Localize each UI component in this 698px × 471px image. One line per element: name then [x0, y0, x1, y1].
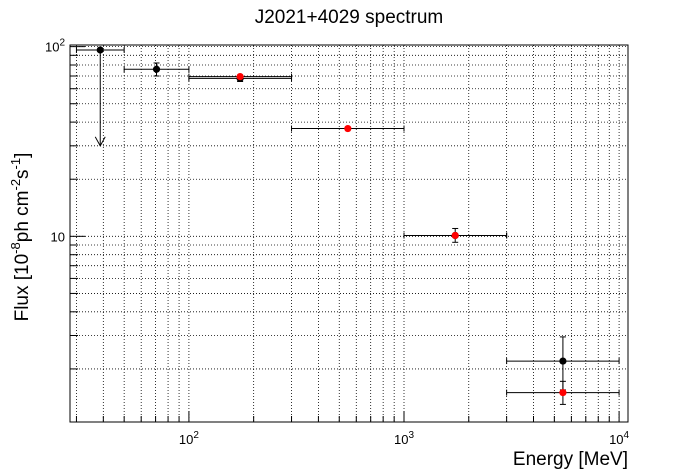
upper-limit-arrow-head — [94, 136, 106, 147]
y-tick-label-base: 10 — [45, 40, 59, 55]
x-tick-label-base: 10 — [609, 432, 623, 447]
data-point — [559, 357, 567, 365]
data-point — [451, 231, 459, 240]
y-tick-label: 102 — [45, 38, 65, 55]
y-tick-label-exp: 2 — [59, 38, 65, 49]
x-axis-title: Energy [MeV] — [513, 449, 628, 470]
x-tick-label-exp: 2 — [193, 430, 199, 441]
x-tick-label-exp: 4 — [624, 430, 630, 441]
y-axis-title-part: s — [12, 169, 33, 179]
x-tick-label-exp: 3 — [408, 430, 414, 441]
x-axis-ticks — [75, 411, 620, 422]
x-tick-label: 102 — [179, 430, 199, 447]
y-axis-title-part: ph cm — [12, 191, 33, 243]
y-axis-title-part: ] — [12, 153, 33, 158]
grid — [70, 45, 628, 422]
y-axis-title-sup: -2 — [8, 179, 23, 191]
data-point — [152, 65, 161, 73]
y-axis-title-sup: -1 — [8, 158, 23, 170]
data-point — [559, 389, 567, 397]
plot-frame — [69, 44, 629, 423]
y-tick-label: 10 — [51, 229, 65, 244]
x-tick-label: 104 — [609, 430, 629, 447]
data-point — [96, 46, 104, 54]
data-series — [75, 46, 620, 405]
y-axis-title-part: Flux [10 — [12, 254, 33, 322]
x-axis-tick-labels: 102 103 104 — [179, 430, 630, 447]
x-tick-label-base: 10 — [394, 432, 408, 447]
series — [188, 73, 620, 405]
x-tick-label: 103 — [394, 430, 414, 447]
data-point — [236, 73, 244, 81]
y-axis-title: Flux [10-8ph cm-2s-1] — [8, 153, 33, 322]
x-tick-label-base: 10 — [179, 432, 193, 447]
chart-title: J2021+4029 spectrum — [255, 7, 444, 28]
y-axis-ticks — [70, 46, 85, 370]
y-axis-title-sup: -8 — [8, 242, 23, 254]
data-point — [344, 124, 352, 133]
